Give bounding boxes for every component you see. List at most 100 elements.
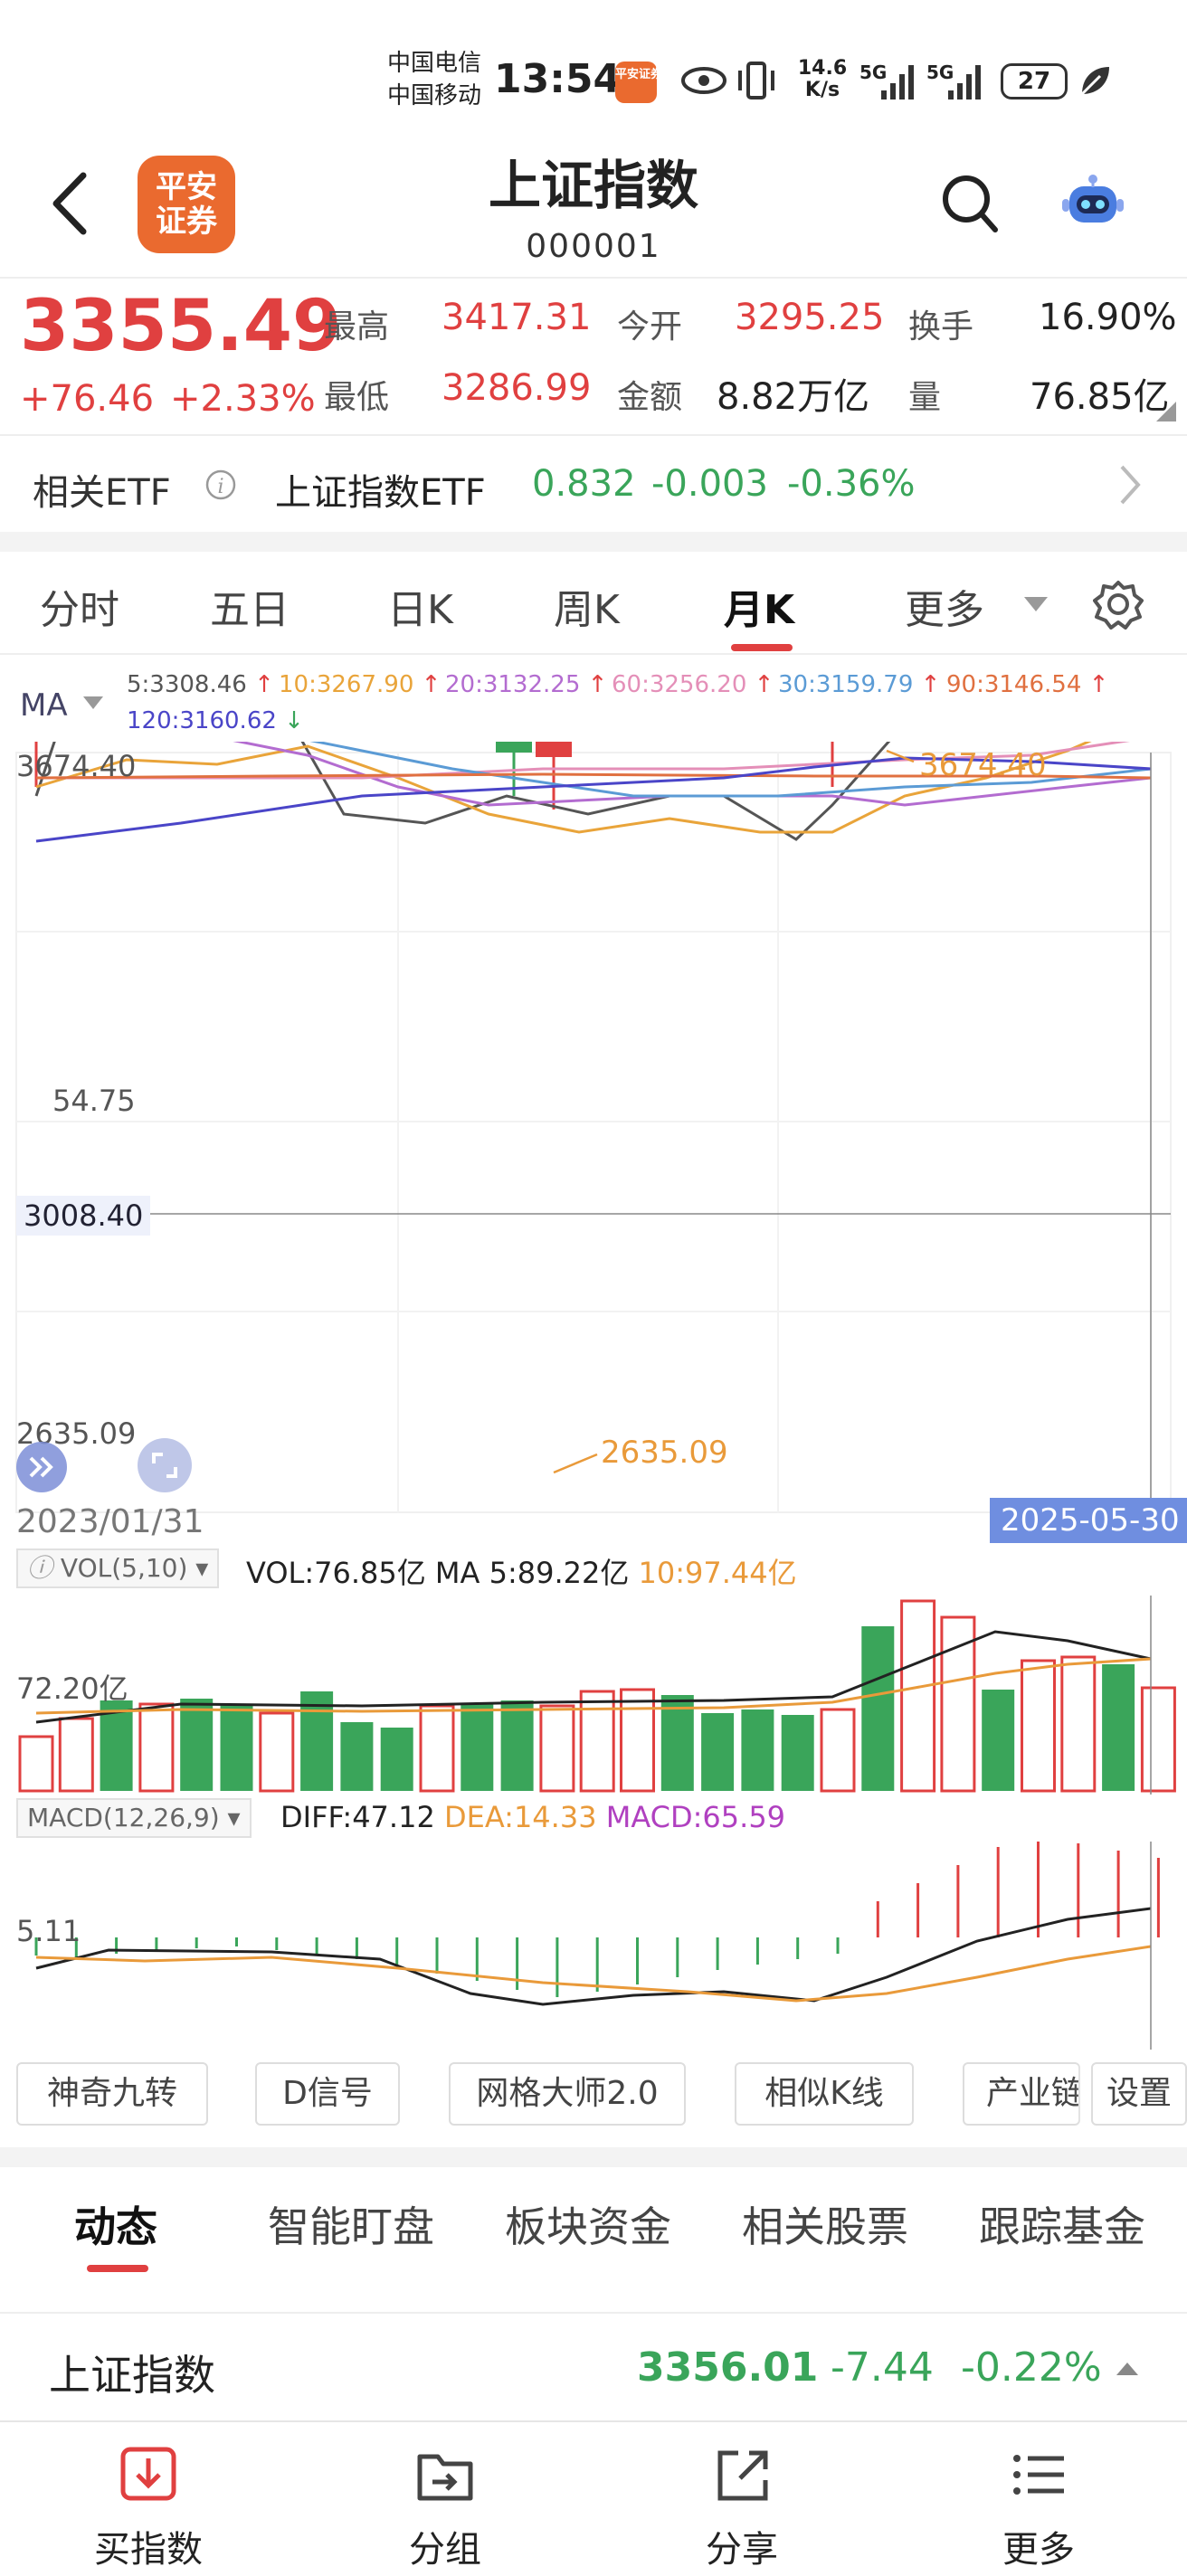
tab-intraday[interactable]: 分时 <box>40 587 119 633</box>
nav-group[interactable]: 分组 <box>355 2442 536 2571</box>
macd-diff-line <box>35 1907 1152 2006</box>
tab-weekly-k[interactable]: 周K <box>554 587 620 633</box>
volume-bar <box>861 1626 895 1791</box>
related-etf-row[interactable]: 相关ETF i 上证指数ETF 0.832 -0.003 -0.36% <box>0 436 1187 532</box>
ma-line <box>34 742 891 841</box>
high-label: 最高 <box>324 308 390 346</box>
menu-icon <box>1013 2455 1064 2495</box>
gear-icon[interactable] <box>1093 579 1144 630</box>
open-value: 3295.25 <box>735 297 885 338</box>
fullscreen-icon <box>152 1453 177 1478</box>
section-gap <box>0 2147 1187 2167</box>
dropdown-icon[interactable] <box>1022 595 1049 613</box>
tab-tracking-funds[interactable]: 跟踪基金 <box>979 2202 1145 2251</box>
volume-chart[interactable] <box>0 1596 1187 1795</box>
min-marker-label: 2635.09 <box>601 1435 728 1471</box>
volume-bar <box>660 1695 694 1791</box>
eye-icon <box>681 67 726 94</box>
nav-label: 买指数 <box>94 2529 203 2571</box>
tab-more[interactable]: 更多 <box>905 587 984 633</box>
ma-line <box>309 742 1152 798</box>
chart-frame <box>15 752 1172 1513</box>
volume-bar <box>820 1708 856 1793</box>
ma-line <box>35 742 1092 834</box>
settings-button[interactable]: 设置 <box>1091 2062 1187 2126</box>
search-icon[interactable] <box>941 174 999 235</box>
industry-chain-button[interactable]: 产业链 <box>963 2062 1080 2126</box>
active-tab-indicator <box>731 644 793 651</box>
net-speed: 14.6 K/s <box>797 57 848 101</box>
volume-bar <box>982 1690 1015 1791</box>
etf-name: 上证指数ETF <box>275 472 486 514</box>
volume-bar <box>579 1690 615 1793</box>
date-end-label: 2025-05-30 <box>990 1498 1187 1543</box>
ma-dropdown-icon[interactable] <box>81 695 105 711</box>
tab-smart-watch[interactable]: 智能盯盘 <box>268 2202 434 2251</box>
magic-nine-button[interactable]: 神奇九转 <box>16 2062 208 2126</box>
expand-up-icon[interactable] <box>1115 2359 1140 2377</box>
tab-five-day[interactable]: 五日 <box>210 587 290 633</box>
y-axis-top-label: 3674.40 <box>16 749 137 783</box>
tab-news[interactable]: 动态 <box>74 2202 157 2251</box>
etf-change-pct: -0.36% <box>787 463 916 505</box>
chevron-right-icon[interactable] <box>1116 461 1144 508</box>
volume-ma-lines <box>35 1630 1152 1724</box>
index-ticker[interactable]: 上证指数 3356.01 -7.44 -0.22% <box>0 2314 1187 2420</box>
kline-chart[interactable] <box>0 742 1187 1538</box>
low-value: 3286.99 <box>442 367 592 409</box>
volume-bar <box>220 1704 253 1791</box>
macd-selector[interactable]: MACD(12,26,9) ▾ <box>16 1798 252 1838</box>
tab-daily-k[interactable]: 日K <box>387 587 453 633</box>
macd-lines <box>35 1907 1152 2006</box>
nav-buy-index[interactable]: 买指数 <box>58 2442 239 2571</box>
date-start-label: 2023/01/31 <box>16 1503 204 1540</box>
grid-master-button[interactable]: 网格大师2.0 <box>449 2062 686 2126</box>
corner-expand-icon[interactable] <box>1156 402 1176 421</box>
robot-assistant-icon[interactable] <box>1060 172 1125 233</box>
nav-more[interactable]: 更多 <box>948 2442 1129 2571</box>
ma-selector[interactable]: MA <box>20 687 68 724</box>
vibrate-icon <box>738 62 774 99</box>
content-tab-indicator <box>87 2265 148 2272</box>
ma5-value: 5:3308.46 ↑ <box>127 671 274 698</box>
info-icon[interactable]: i <box>204 469 237 501</box>
page-title: 上证指数 <box>488 155 698 216</box>
nav-share[interactable]: 分享 <box>651 2442 832 2571</box>
signal-icon-1 <box>881 65 914 99</box>
carrier-2: 中国移动 <box>387 82 482 109</box>
fast-forward-button[interactable] <box>16 1442 67 1492</box>
tab-sector-funds[interactable]: 板块资金 <box>505 2202 671 2251</box>
volume-bar <box>741 1709 774 1791</box>
back-arrow-icon[interactable] <box>49 170 89 237</box>
volume-bar <box>539 1704 575 1793</box>
vol-info-icon: ⓘ <box>27 1553 61 1583</box>
ma-line <box>35 772 1152 780</box>
volume-bar <box>500 1700 534 1791</box>
ticker-change: -7.44 <box>831 2344 934 2391</box>
section-gap <box>0 532 1187 552</box>
fullscreen-button[interactable] <box>138 1438 192 1492</box>
open-label: 今开 <box>617 308 683 346</box>
etf-label: 相关ETF <box>33 472 171 514</box>
vol-selector[interactable]: ⓘ VOL(5,10) ▾ <box>16 1548 220 1588</box>
volume-bar <box>1021 1659 1056 1793</box>
ma90-value: 90:3146.54 ↑ <box>946 671 1109 698</box>
similar-kline-button[interactable]: 相似K线 <box>735 2062 914 2126</box>
high-value: 3417.31 <box>442 297 592 338</box>
volume-bar <box>180 1699 214 1791</box>
d-signal-button[interactable]: D信号 <box>255 2062 400 2126</box>
ma20-value: 20:3132.25 ↑ <box>445 671 608 698</box>
clock: 13:54 <box>494 56 622 102</box>
volume-value: 76.85亿 <box>1030 376 1170 418</box>
tab-related-stocks[interactable]: 相关股票 <box>742 2202 908 2251</box>
brand-logo: 平安 证券 <box>138 156 235 253</box>
tabs-divider <box>0 653 1187 655</box>
tab-monthly-k[interactable]: 月K <box>724 587 795 633</box>
volume-bar <box>18 1735 54 1793</box>
macd-chart[interactable] <box>0 1842 1187 2050</box>
volume-bar <box>781 1715 814 1791</box>
turnover-value: 16.90% <box>1039 297 1177 338</box>
y-axis-mid-label: 54.75 <box>52 1084 136 1118</box>
share-icon <box>717 2450 768 2501</box>
macd-axis-label: 5.11 <box>16 1914 81 1948</box>
